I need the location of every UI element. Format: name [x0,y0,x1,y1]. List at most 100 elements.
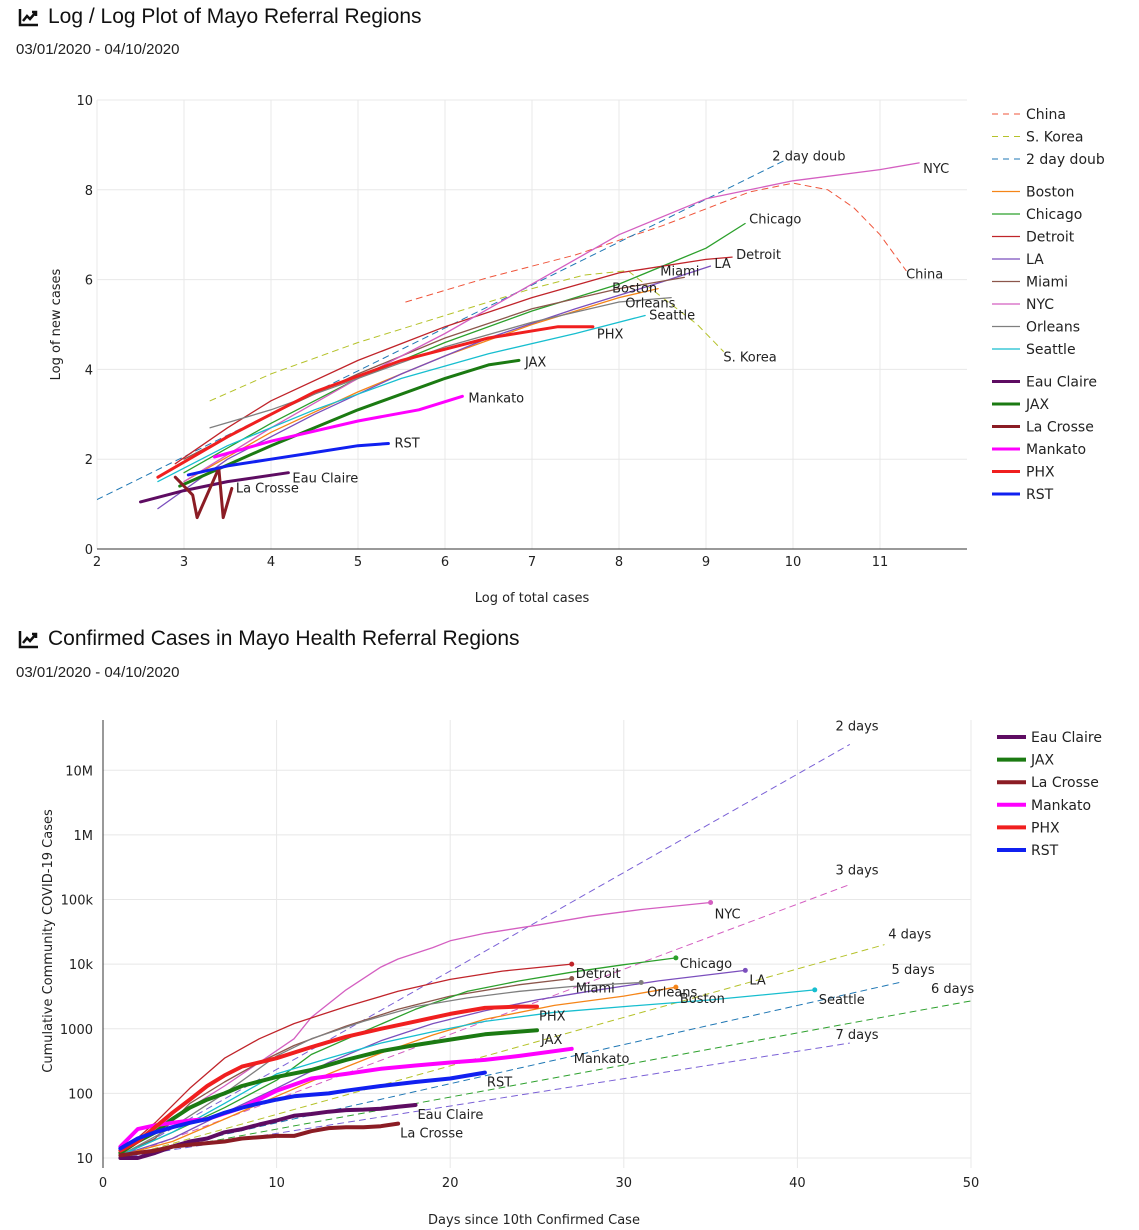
y-axis-label: Log of new cases [49,268,64,380]
legend-item-jax: JAX [1030,753,1054,769]
series-label-seattle: Seattle [649,309,695,324]
series-line-la-crosse [173,466,234,520]
series-line-eau-claire [139,471,290,504]
series-label-3-days: 3 days [835,864,878,879]
chart2-subtitle: 03/01/2020 - 04/10/2020 [16,664,180,681]
x-tick-label: 6 [441,555,449,570]
series-label-rst: RST [487,1076,512,1091]
legend-item-seattle: Seattle [1026,342,1076,358]
legend-item-2-day-doub: 2 day doub [1026,152,1105,168]
chart2-title: Confirmed Cases in Mayo Health Referral … [18,627,520,651]
line-chart-icon [18,631,38,649]
legend-item-boston: Boston [1026,185,1074,201]
x-tick-label: 10 [268,1176,285,1191]
legend-item-la: LA [1026,252,1044,268]
series-label-phx: PHX [539,1010,566,1025]
series-line-nyc [119,901,712,1154]
series-line-boston [119,986,677,1156]
series-label-chicago: Chicago [749,212,801,227]
y-tick-label: 0 [85,543,93,558]
y-tick-label: 8 [85,184,93,199]
legend-item-detroit: Detroit [1026,230,1075,246]
series-label-eau-claire: Eau Claire [292,472,358,487]
series-line-mankato [118,1046,574,1149]
series-label-7-days: 7 days [835,1028,878,1043]
series-end-marker-orleans [638,979,644,985]
series-line-chicago [183,222,746,474]
legend-item-s-korea: S. Korea [1026,130,1083,146]
chart2-title-text: Confirmed Cases in Mayo Health Referral … [48,627,520,650]
series-label-la-crosse: La Crosse [400,1127,463,1142]
legend-item-rst: RST [1026,487,1054,503]
series-label-miami: Miami [660,264,699,279]
series-end-marker-la [742,967,748,973]
series-line-nyc [183,162,920,483]
y-tick-label: 10k [69,958,94,973]
series-label-rst: RST [394,436,419,451]
series-line-s-korea [209,270,724,402]
series-end-marker-seattle [812,987,818,993]
series-line-rst [186,442,390,477]
legend-item-miami: Miami [1026,275,1068,291]
series-line-6-days [119,1000,972,1159]
series-label-2-days: 2 days [835,720,878,735]
legend-item-phx: PHX [1026,465,1055,481]
series-line-la-crosse [118,1121,401,1158]
series-label-mankato: Mankato [574,1052,630,1067]
series-end-marker-miami [569,975,575,981]
series-line-jax [178,358,521,488]
x-tick-label: 30 [616,1176,633,1191]
x-tick-label: 50 [963,1176,980,1191]
series-line-rst [118,1070,487,1151]
legend-item-jax: JAX [1025,397,1049,413]
series-label-miami: Miami [576,981,615,996]
x-tick-label: 2 [93,555,101,570]
series-label-nyc: NYC [923,162,949,177]
y-tick-label: 100 [68,1087,93,1102]
legend-item-mankato: Mankato [1031,798,1091,814]
legend-item-la-crosse: La Crosse [1026,420,1094,436]
y-tick-label: 2 [85,453,93,468]
series-line-4-days [119,944,885,1159]
series-label-china: China [906,268,943,283]
series-label-mankato: Mankato [468,391,524,406]
series-label-6-days: 6 days [931,982,974,997]
x-tick-label: 0 [99,1176,107,1191]
plot-area [97,160,920,520]
series-label-2-day-doub: 2 day doub [772,150,845,165]
legend-item-eau-claire: Eau Claire [1031,730,1102,746]
x-tick-label: 3 [180,555,188,570]
x-tick-label: 40 [789,1176,806,1191]
x-axis-label: Days since 10th Confirmed Case [428,1213,640,1228]
series-label-jax: JAX [540,1033,562,1048]
x-tick-label: 8 [615,555,623,570]
y-tick-label: 6 [85,274,93,289]
series-label-chicago: Chicago [680,957,732,972]
x-tick-label: 20 [442,1176,459,1191]
series-label-s-korea: S. Korea [723,350,776,365]
x-tick-label: 11 [872,555,889,570]
series-line-phx [156,325,595,479]
series-label-4-days: 4 days [888,928,931,943]
y-tick-label: 10 [76,1152,93,1167]
series-line-detroit [119,963,573,1154]
series-line-orleans [209,296,672,429]
series-label-detroit: Detroit [736,248,781,263]
plot-area [118,744,972,1160]
x-tick-label: 7 [528,555,536,570]
line-chart-icon [18,9,38,27]
series-line-seattle [119,989,816,1156]
series-label-orleans: Orleans [625,297,675,312]
series-line-chicago [119,957,677,1156]
series-label-orleans: Orleans [647,985,697,1000]
chart1-title: Log / Log Plot of Mayo Referral Regions [18,5,422,29]
series-line-orleans [119,981,642,1156]
legend-item-rst: RST [1031,843,1059,859]
series-label-la: LA [714,257,731,272]
x-axis-label: Log of total cases [475,591,590,606]
legend-item-nyc: NYC [1026,297,1054,313]
series-line-la [157,265,712,510]
series-label-seattle: Seattle [819,993,865,1008]
